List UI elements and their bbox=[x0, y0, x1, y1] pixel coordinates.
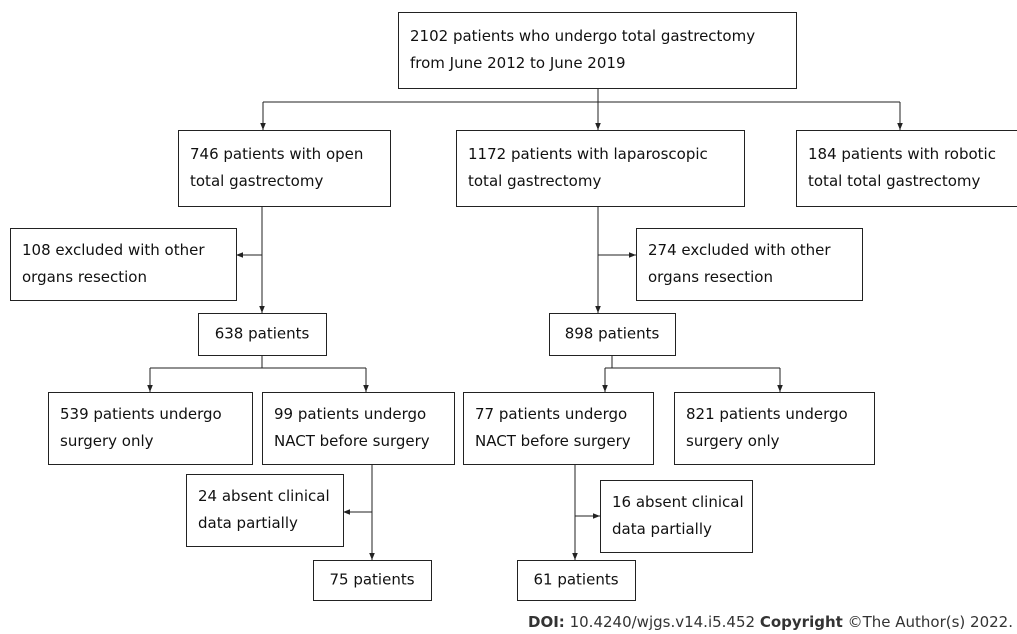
node-box bbox=[517, 560, 636, 601]
node-label: 99 patients undergo bbox=[274, 405, 426, 423]
node-label: data partially bbox=[612, 520, 712, 538]
boxes: 2102 patients who undergo total gastrect… bbox=[10, 12, 1017, 601]
node-label: 2102 patients who undergo total gastrect… bbox=[410, 27, 755, 45]
node-label: surgery only bbox=[60, 432, 154, 450]
node-label: data partially bbox=[198, 514, 298, 532]
node-label: 1172 patients with laparoscopic bbox=[468, 145, 708, 163]
node-label: organs resection bbox=[22, 268, 147, 286]
node-box bbox=[796, 130, 1017, 207]
node-label: 75 patients bbox=[329, 571, 414, 589]
node-box bbox=[262, 392, 455, 465]
node-label: total gastrectomy bbox=[468, 172, 601, 190]
node-label: NACT before surgery bbox=[274, 432, 430, 450]
node-box bbox=[456, 130, 745, 207]
node-box bbox=[674, 392, 875, 465]
connectors bbox=[147, 88, 903, 560]
node-label: total total gastrectomy bbox=[808, 172, 981, 190]
node-label: organs resection bbox=[648, 268, 773, 286]
node-label: 638 patients bbox=[215, 325, 310, 343]
node-label: 746 patients with open bbox=[190, 145, 363, 163]
node-label: total gastrectomy bbox=[190, 172, 323, 190]
node-box bbox=[549, 313, 676, 356]
node-box bbox=[313, 560, 432, 601]
node-label: 274 excluded with other bbox=[648, 241, 831, 259]
node-label: 77 patients undergo bbox=[475, 405, 627, 423]
node-box bbox=[636, 228, 863, 301]
node-label: 898 patients bbox=[565, 325, 660, 343]
node-box bbox=[463, 392, 654, 465]
copyright: ©The Author(s) 2022. bbox=[848, 613, 1013, 631]
doi: 10.4240/wjgs.v14.i5.452 bbox=[570, 613, 755, 631]
doi-label: DOI: bbox=[528, 613, 565, 631]
node-box bbox=[600, 480, 753, 553]
node-label: surgery only bbox=[686, 432, 780, 450]
node-label: 539 patients undergo bbox=[60, 405, 222, 423]
node-box bbox=[198, 313, 327, 356]
node-label: from June 2012 to June 2019 bbox=[410, 54, 626, 72]
node-box bbox=[10, 228, 237, 301]
node-label: NACT before surgery bbox=[475, 432, 631, 450]
node-label: 61 patients bbox=[533, 571, 618, 589]
node-label: 24 absent clinical bbox=[198, 487, 330, 505]
footer: DOI: 10.4240/wjgs.v14.i5.452 Copyright ©… bbox=[528, 613, 1013, 631]
node-label: 16 absent clinical bbox=[612, 493, 744, 511]
node-label: 108 excluded with other bbox=[22, 241, 205, 259]
node-box bbox=[48, 392, 253, 465]
copyright-label: Copyright bbox=[760, 613, 843, 631]
node-box bbox=[398, 12, 797, 89]
node-box bbox=[186, 474, 344, 547]
node-label: 184 patients with robotic bbox=[808, 145, 996, 163]
node-label: 821 patients undergo bbox=[686, 405, 848, 423]
node-box bbox=[178, 130, 391, 207]
